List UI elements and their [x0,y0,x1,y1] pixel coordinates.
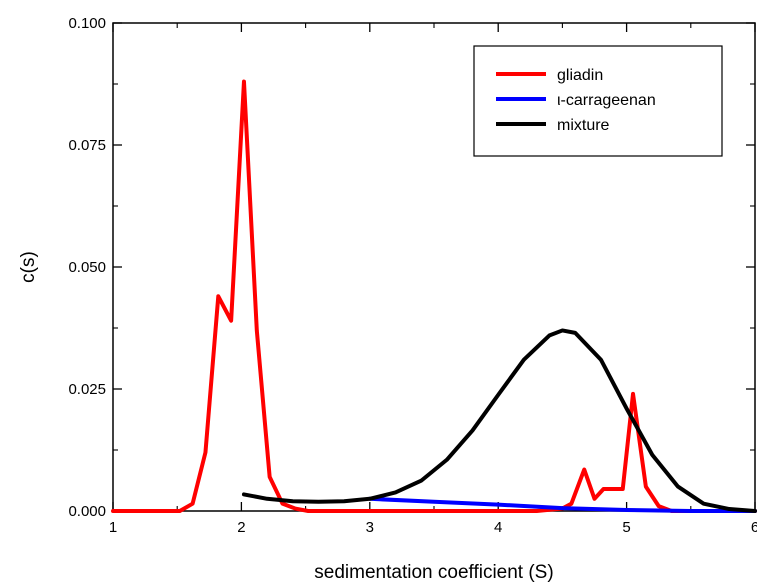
series-lines [111,79,757,513]
y-tick-label: 0.075 [68,137,106,154]
y-tick-label: 0.025 [68,381,106,398]
series-line-0 [111,79,757,513]
series-line-2 [241,328,757,513]
series-line-1 [367,496,757,513]
y-tick-label: 0.050 [68,259,106,276]
x-axis-title: sedimentation coefficient (S) [314,562,553,583]
legend: gliadin ι-carrageenan mixture [473,45,723,157]
legend-label-carrageenan: ι-carrageenan [557,92,656,109]
y-axis-title: c(s) [18,251,39,283]
y-tick-label: 0.100 [68,15,106,32]
tick-labels: 1 2 3 4 5 6 0.000 0.025 0.050 0.075 0.100 [68,15,757,536]
legend-label-mixture: mixture [557,117,610,134]
x-tick-label: 3 [366,519,374,536]
x-tick-label: 2 [237,519,245,536]
x-tick-label: 1 [109,519,117,536]
x-tick-label: 5 [622,519,630,536]
x-tick-label: 6 [751,519,757,536]
x-tick-label: 4 [494,519,502,536]
legend-label-gliadin: gliadin [557,67,603,84]
y-tick-label: 0.000 [68,503,106,520]
